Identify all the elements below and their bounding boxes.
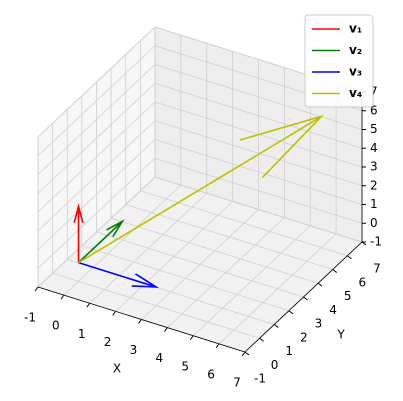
grid-line — [154, 139, 363, 205]
x-tick-label: 7 — [233, 376, 241, 390]
y-tick-label: 6 — [359, 275, 367, 289]
grid-line — [125, 204, 333, 270]
grid-line — [140, 190, 348, 257]
y-tick — [332, 269, 338, 273]
x-tick — [60, 294, 65, 300]
grid-line — [37, 64, 156, 175]
z-tick-label: 2 — [370, 178, 378, 192]
arrow — [73, 203, 84, 263]
y-axis-line — [244, 241, 363, 353]
z-tick-label: 7 — [370, 85, 378, 99]
z-tick-label: 1 — [370, 197, 378, 211]
z-tick-label: -1 — [370, 235, 382, 249]
x-tick — [112, 311, 117, 316]
x-tick-label: 6 — [207, 367, 215, 381]
legend-box — [304, 14, 374, 108]
x-tick — [189, 335, 194, 341]
legend-label: v₂ — [349, 43, 362, 57]
grid-line — [37, 120, 156, 232]
grid-line — [37, 101, 156, 213]
x-tick — [138, 319, 142, 324]
x-tick-label: 2 — [104, 335, 112, 349]
arrow — [78, 261, 160, 288]
y-tick-label: 0 — [271, 358, 279, 372]
grid-line — [37, 157, 156, 269]
x-axis-label: X — [113, 362, 121, 376]
grid-line — [37, 139, 156, 250]
x-tick-label: 5 — [181, 359, 189, 373]
x-tick — [34, 286, 39, 292]
grid-line — [154, 120, 363, 187]
grid-line — [52, 272, 260, 339]
x-tick-label: 0 — [52, 319, 60, 333]
y-tick-label: 7 — [373, 262, 381, 276]
z-tick-label: 5 — [370, 122, 378, 136]
grid-line — [154, 64, 363, 130]
z-tick-label: 0 — [370, 216, 378, 230]
y-tick — [288, 310, 294, 315]
y-tick — [259, 337, 264, 342]
legend-label: v₁ — [349, 22, 362, 36]
x-tick — [215, 343, 220, 349]
y-tick — [347, 255, 352, 260]
x-tick — [163, 327, 168, 332]
x-tick-label: 1 — [78, 327, 86, 341]
grid-line — [154, 176, 363, 243]
x-tick-label: -1 — [24, 311, 36, 325]
y-tick-label: 3 — [315, 317, 323, 331]
y-tick-label: 1 — [285, 344, 293, 358]
x-tick-label: 3 — [130, 343, 138, 357]
y-tick-label: -1 — [254, 372, 266, 386]
grid-line — [111, 217, 319, 284]
grid-line — [37, 26, 156, 138]
grid-line — [37, 82, 156, 194]
y-tick-label: 5 — [344, 289, 352, 303]
y-tick-label: 2 — [300, 330, 308, 344]
arrow — [78, 114, 325, 264]
z-tick-label: 4 — [370, 141, 378, 155]
legend-label: v₄ — [349, 86, 362, 100]
legend-label: v₃ — [349, 65, 362, 79]
x-axis-line — [37, 286, 246, 353]
y-axis-label: Y — [336, 328, 345, 342]
y-tick — [317, 282, 323, 287]
grid-line — [81, 245, 289, 312]
y-tick — [303, 296, 308, 301]
x-tick — [86, 302, 91, 308]
y-tick — [273, 324, 279, 328]
y-tick-label: 4 — [329, 303, 337, 317]
x-tick-label: 4 — [156, 351, 164, 365]
arrow — [77, 219, 125, 264]
grid-line — [37, 45, 156, 157]
grid-line — [154, 157, 363, 224]
grid-line — [37, 176, 156, 288]
x-tick — [241, 351, 246, 357]
grid-line — [96, 231, 304, 298]
grid-line — [154, 82, 363, 149]
y-tick — [244, 351, 250, 356]
z-tick-label: 3 — [370, 160, 378, 174]
z-tick-label: 6 — [370, 103, 378, 117]
